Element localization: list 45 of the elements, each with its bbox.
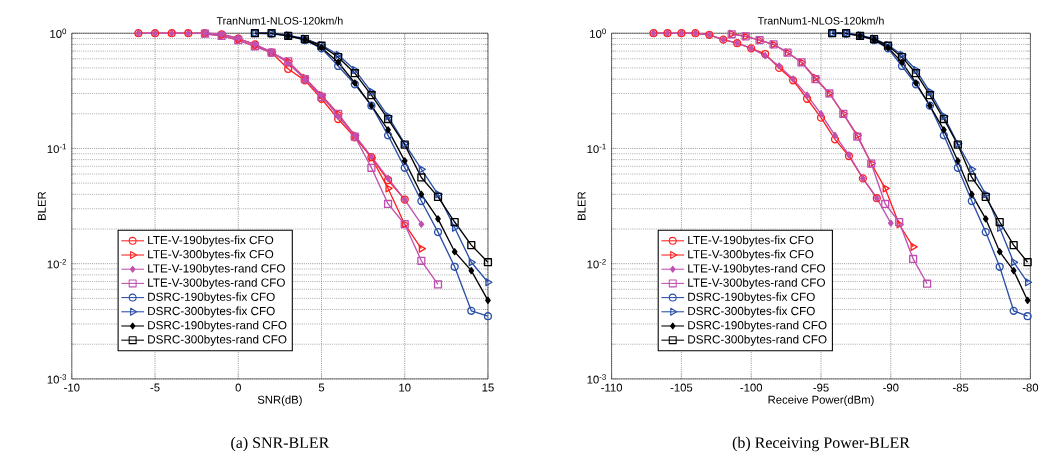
- chart-title: TranNum1-NLOS-120km/h: [757, 16, 884, 25]
- y-tick-label: 10$^{-2}$: [587, 259, 606, 269]
- legend-label: DSRC-300bytes-fix CFO: [148, 306, 275, 318]
- text: (a) SNR-BLER: [231, 436, 330, 452]
- legend-label: LTE-V-300bytes-fix CFO: [688, 249, 814, 261]
- y-tick-label: 10$^{-3}$: [47, 374, 67, 384]
- x-tick-label: -95: [813, 383, 829, 392]
- x-tick-label: -10: [64, 383, 80, 392]
- y-axis-title: BLER: [577, 192, 586, 221]
- chart-title: TranNum1-NLOS-120km/h: [216, 16, 343, 25]
- legend-label: DSRC-190bytes-rand CFO: [148, 320, 287, 332]
- legend-label: LTE-V-190bytes-fix CFO: [688, 235, 814, 247]
- x-tick-label: -85: [952, 383, 969, 392]
- legend-label: LTE-V-300bytes-rand CFO: [688, 278, 825, 290]
- x-tick-label: -105: [670, 383, 693, 392]
- x-tick-label: 10: [399, 383, 411, 392]
- text: (b) Receiving Power-BLER: [732, 436, 910, 452]
- x-tick-label: 0: [235, 383, 241, 392]
- y-axis-title: BLER: [37, 192, 46, 221]
- x-tick-label: 15: [482, 383, 494, 392]
- y-tick-label: 10$^{0}$: [590, 28, 606, 39]
- y-tick-label: 10$^{-1}$: [587, 143, 606, 154]
- x-axis-title: Receive Power(dBm): [768, 395, 874, 407]
- x-tick-label: -110: [601, 383, 623, 392]
- y-tick-label: 10$^{-3}$: [587, 374, 606, 384]
- x-tick-label: 5: [318, 383, 325, 392]
- x-tick-label: -90: [883, 383, 899, 392]
- legend-label: DSRC-300bytes-fix CFO: [688, 306, 815, 318]
- legend-label: LTE-V-190bytes-rand CFO: [148, 264, 285, 276]
- y-tick-label: 10$^{-2}$: [47, 259, 67, 269]
- x-tick-label: -5: [150, 383, 160, 392]
- y-tick-label: 10$^{0}$: [50, 28, 67, 39]
- x-axis-title: SNR(dB): [257, 395, 302, 407]
- legend-label: DSRC-190bytes-fix CFO: [148, 292, 275, 304]
- legend-label: LTE-V-190bytes-rand CFO: [688, 264, 825, 276]
- legend-label: LTE-V-190bytes-fix CFO: [148, 235, 274, 247]
- x-tick-label: -80: [1022, 383, 1039, 392]
- y-tick-label: 10$^{-1}$: [47, 143, 67, 154]
- legend-label: DSRC-300bytes-rand CFO: [148, 335, 287, 347]
- legend-label: DSRC-190bytes-rand CFO: [688, 320, 827, 332]
- legend-label: LTE-V-300bytes-rand CFO: [148, 278, 285, 290]
- legend-label: DSRC-300bytes-rand CFO: [688, 335, 827, 347]
- legend-label: LTE-V-300bytes-fix CFO: [148, 249, 274, 261]
- legend-label: DSRC-190bytes-fix CFO: [688, 292, 815, 304]
- x-tick-label: -100: [740, 383, 763, 392]
